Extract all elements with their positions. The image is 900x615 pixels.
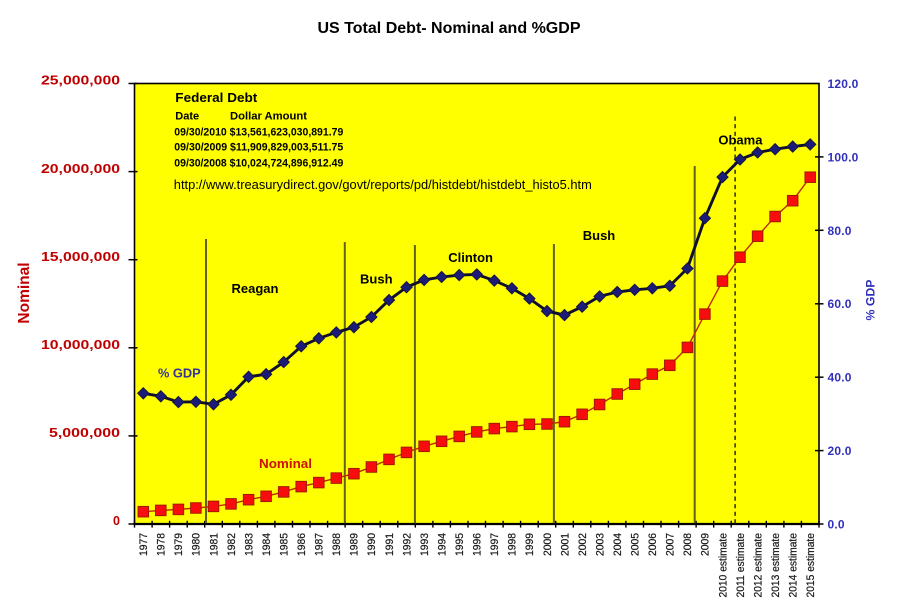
svg-text:5,000,000: 5,000,000: [49, 426, 120, 440]
svg-text:1981: 1981: [208, 533, 220, 556]
svg-text:http://www.treasurydirect.gov/: http://www.treasurydirect.gov/govt/repor…: [174, 178, 592, 192]
svg-text:1997: 1997: [489, 533, 501, 556]
svg-text:1980: 1980: [191, 533, 203, 556]
svg-text:1985: 1985: [279, 533, 291, 556]
svg-text:Nominal: Nominal: [259, 456, 312, 471]
svg-text:40.0: 40.0: [828, 371, 852, 385]
svg-text:2003: 2003: [594, 533, 606, 556]
svg-text:1977: 1977: [138, 533, 150, 556]
svg-text:09/30/2010 $13,561,623,030,891: 09/30/2010 $13,561,623,030,891.79: [174, 126, 343, 138]
svg-text:09/30/2008 $10,024,724,896,912: 09/30/2008 $10,024,724,896,912.49: [174, 158, 343, 170]
svg-text:1983: 1983: [243, 533, 255, 556]
svg-text:1984: 1984: [261, 533, 273, 556]
svg-text:80.0: 80.0: [828, 224, 852, 238]
svg-text:60.0: 60.0: [828, 297, 852, 311]
svg-text:1995: 1995: [454, 533, 466, 556]
svg-text:Reagan: Reagan: [232, 281, 279, 296]
svg-text:Nominal: Nominal: [16, 262, 33, 323]
svg-text:1991: 1991: [384, 533, 396, 556]
svg-text:0: 0: [113, 514, 120, 528]
svg-text:1979: 1979: [173, 533, 185, 556]
svg-text:2006: 2006: [647, 533, 659, 556]
svg-text:1998: 1998: [507, 533, 519, 556]
svg-text:2001: 2001: [559, 533, 571, 556]
svg-text:Bush: Bush: [583, 228, 616, 243]
svg-text:2014 estimate: 2014 estimate: [788, 533, 800, 598]
svg-text:Bush: Bush: [360, 272, 393, 287]
svg-text:2007: 2007: [665, 533, 677, 556]
svg-text:09/30/2009 $11,909,829,003,511: 09/30/2009 $11,909,829,003,511.75: [174, 142, 343, 154]
svg-text:2009: 2009: [700, 533, 712, 556]
svg-text:1993: 1993: [419, 533, 431, 556]
svg-text:2012 estimate: 2012 estimate: [752, 533, 764, 598]
svg-text:1989: 1989: [349, 533, 361, 556]
svg-text:2008: 2008: [682, 533, 694, 556]
svg-text:2013 estimate: 2013 estimate: [770, 533, 782, 598]
svg-text:Federal Debt: Federal Debt: [175, 91, 258, 105]
svg-text:10,000,000: 10,000,000: [41, 338, 120, 352]
svg-text:US Total Debt- Nominal and %GD: US Total Debt- Nominal and %GDP: [318, 20, 581, 37]
svg-text:25,000,000: 25,000,000: [41, 74, 120, 88]
svg-text:1996: 1996: [472, 533, 484, 556]
svg-text:20,000,000: 20,000,000: [41, 162, 120, 176]
svg-text:1988: 1988: [331, 533, 343, 556]
svg-text:2004: 2004: [612, 533, 624, 556]
svg-text:1992: 1992: [401, 533, 413, 556]
svg-text:2015 estimate: 2015 estimate: [805, 533, 817, 598]
svg-text:15,000,000: 15,000,000: [41, 250, 120, 264]
svg-text:2002: 2002: [577, 533, 589, 556]
svg-text:Dollar Amount: Dollar Amount: [230, 111, 307, 123]
svg-text:1999: 1999: [524, 533, 536, 556]
svg-text:2011 estimate: 2011 estimate: [735, 533, 747, 598]
svg-text:0.0: 0.0: [828, 518, 845, 532]
svg-text:2010 estimate: 2010 estimate: [717, 533, 729, 598]
svg-text:Date: Date: [175, 111, 199, 123]
svg-text:100.0: 100.0: [828, 150, 859, 164]
svg-text:20.0: 20.0: [828, 444, 852, 458]
svg-text:Obama: Obama: [718, 133, 763, 148]
svg-text:1990: 1990: [366, 533, 378, 556]
svg-text:% GDP: % GDP: [158, 366, 201, 381]
svg-text:1978: 1978: [156, 533, 168, 556]
svg-text:% GDP: % GDP: [864, 280, 878, 321]
svg-text:120.0: 120.0: [828, 77, 859, 91]
svg-text:1987: 1987: [314, 533, 326, 556]
svg-text:1994: 1994: [436, 533, 448, 556]
svg-text:2000: 2000: [542, 533, 554, 556]
svg-text:Clinton: Clinton: [448, 250, 493, 265]
svg-text:1986: 1986: [296, 533, 308, 556]
svg-text:1982: 1982: [226, 533, 238, 556]
svg-text:2005: 2005: [630, 533, 642, 556]
